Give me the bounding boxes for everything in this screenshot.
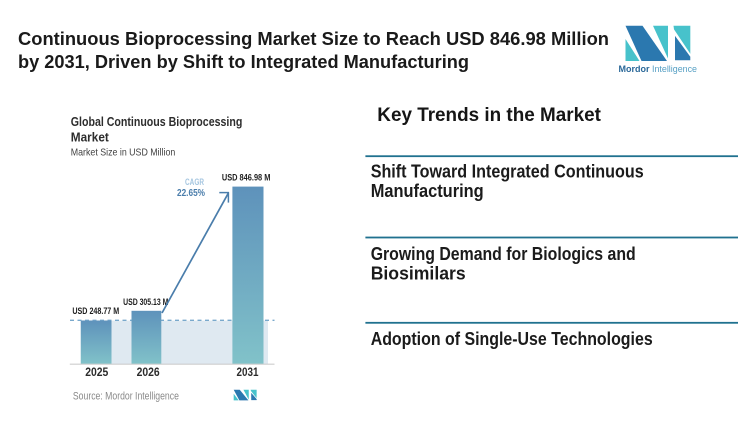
svg-text:Growing Demand for Biologics a: Growing Demand for Biologics and	[371, 244, 636, 264]
svg-text:Manufacturing: Manufacturing	[371, 181, 484, 201]
svg-text:2026: 2026	[137, 365, 160, 379]
svg-text:Key Trends in the Market: Key Trends in the Market	[377, 104, 601, 126]
svg-text:Market: Market	[71, 129, 110, 144]
svg-text:Biosimilars: Biosimilars	[371, 264, 466, 284]
svg-text:Global Continuous Bioprocessin: Global Continuous Bioprocessing	[71, 114, 243, 129]
svg-text:CAGR: CAGR	[185, 177, 204, 188]
svg-text:USD 305.13 M: USD 305.13 M	[123, 297, 169, 307]
svg-text:USD 846.98 M: USD 846.98 M	[222, 173, 271, 183]
svg-text:Mordor: Mordor	[619, 64, 650, 75]
svg-text:Shift Toward Integrated Contin: Shift Toward Integrated Continuous	[371, 161, 644, 181]
svg-text:Adoption of Single-Use Technol: Adoption of Single-Use Technologies	[371, 329, 653, 349]
svg-text:Intelligence: Intelligence	[652, 64, 697, 75]
svg-text:2031: 2031	[237, 365, 259, 379]
svg-text:22.65%: 22.65%	[177, 188, 205, 199]
svg-text:USD 248.77 M: USD 248.77 M	[72, 306, 119, 316]
svg-text:Continuous Bioprocessing Marke: Continuous Bioprocessing Market Size to …	[18, 29, 609, 49]
svg-text:Market Size in USD Million: Market Size in USD Million	[71, 148, 176, 159]
svg-text:by 2031, Driven by Shift to In: by 2031, Driven by Shift to Integrated M…	[18, 52, 469, 72]
svg-text:Source: Mordor Intelligence: Source: Mordor Intelligence	[73, 390, 179, 402]
svg-text:2025: 2025	[85, 365, 108, 379]
